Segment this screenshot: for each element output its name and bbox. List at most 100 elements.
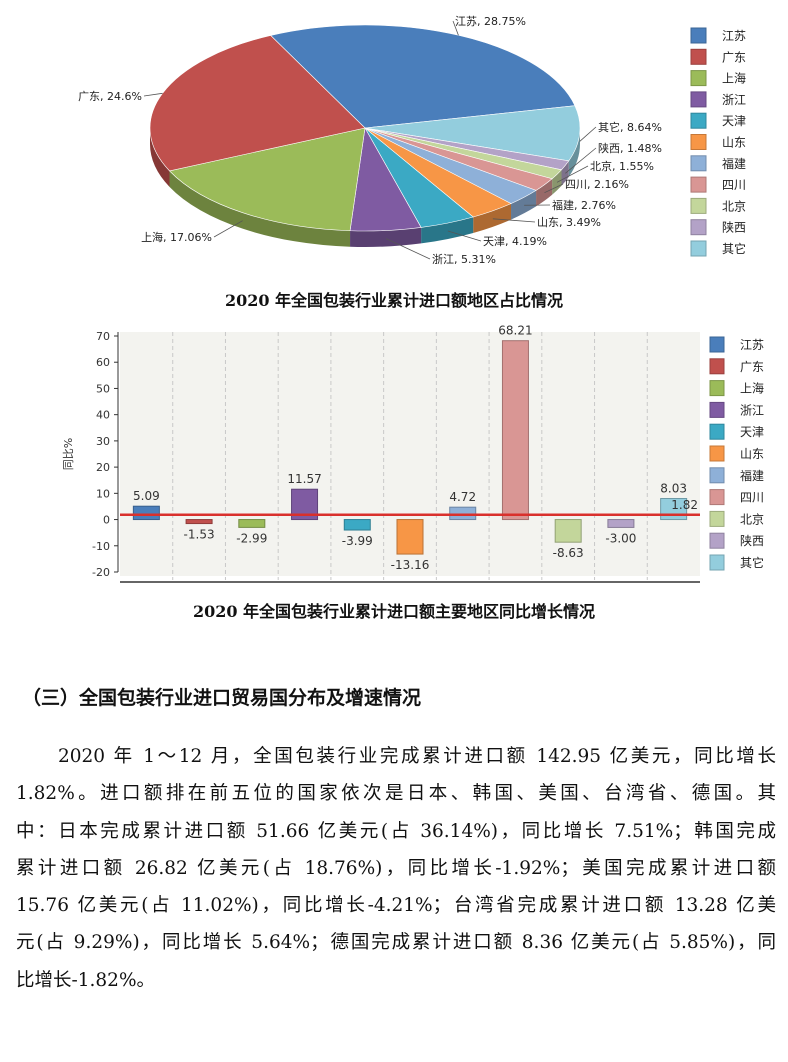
bar-chart: 70 60 50 40 30 20 10 0 -10 -20 同比% 5.09 -1.53 -2.99 11… — [62, 324, 764, 583]
legend-label: 四川 — [722, 178, 746, 192]
legend-swatch-四川 — [690, 176, 707, 193]
legend-swatch-四川 — [709, 489, 725, 506]
y-tick-label: -10 — [92, 540, 110, 553]
legend-swatch-其它 — [690, 240, 707, 257]
paragraph-line: 比增长-1.82%。 — [16, 969, 156, 991]
pie-slice-side — [421, 217, 474, 244]
pie-leader-line — [579, 126, 597, 142]
bar-福建 — [449, 506, 477, 521]
legend-label: 上海 — [740, 381, 764, 396]
legend-label: 北京 — [722, 199, 746, 213]
section-heading: （三）全国包装行业进口贸易国分布及增速情况 — [22, 687, 422, 709]
pie-data-label: 福建, 2.76% — [552, 198, 616, 212]
bar-value-label: -3.00 — [605, 531, 636, 545]
pie-leader-line — [447, 230, 482, 242]
bar-value-label: 68.21 — [498, 324, 532, 338]
legend-label: 广东 — [740, 360, 764, 374]
bar-value-label: 5.09 — [133, 489, 160, 503]
pie-leader-line — [565, 147, 597, 174]
bar-广东 — [185, 519, 213, 525]
pie-chart-title: 2020 年全国包装行业累计进口额地区占比情况 — [224, 291, 564, 310]
pie-chart: 江苏, 28.75% 其它, 8.64% 陕西, 1.48% 北京, 1.55% 四川,… — [78, 15, 746, 266]
bar-value-label: -3.99 — [342, 534, 373, 548]
legend-swatch-广东 — [690, 48, 707, 65]
pie-slice-side — [473, 203, 512, 234]
legend-swatch-山东 — [690, 134, 707, 150]
pie-slice-side — [568, 128, 580, 177]
legend-label: 天津 — [740, 425, 764, 439]
pie-data-label: 上海, 17.06% — [141, 230, 212, 244]
legend-label: 北京 — [740, 512, 764, 526]
bar-四川 — [501, 340, 529, 521]
pie-slice-江苏 — [270, 24, 576, 129]
pie-data-label: 陕西, 1.48% — [598, 141, 662, 155]
legend-label: 广东 — [722, 50, 746, 64]
pie-data-label: 天津, 4.19% — [483, 235, 547, 248]
legend-swatch-浙江 — [709, 401, 725, 418]
legend-label: 浙江 — [740, 403, 764, 417]
bar-value-label: 4.72 — [449, 490, 476, 504]
y-tick-label: 20 — [96, 461, 110, 474]
legend-label: 福建 — [722, 156, 746, 171]
bar-value-label: 8.03 — [660, 481, 687, 495]
legend-label: 江苏 — [740, 338, 764, 352]
bar-江苏 — [132, 505, 160, 521]
legend-label: 江苏 — [722, 29, 746, 43]
pie-leader-line — [556, 165, 589, 183]
legend-label: 上海 — [722, 71, 746, 86]
legend-swatch-天津 — [690, 112, 707, 129]
y-tick-label: 30 — [96, 435, 110, 448]
pie-data-label: 广东, 24.6% — [78, 90, 142, 103]
pie-leader-line — [213, 220, 243, 238]
paragraph-line: 2020 年 1～12 月，全国包装行业完成累计进口额 142.95 亿美元，同… — [58, 746, 776, 767]
pie-slice-side — [350, 227, 422, 247]
bar-上海 — [238, 519, 266, 528]
bar-value-label: -13.16 — [391, 558, 430, 572]
legend-label: 天津 — [722, 114, 746, 128]
legend-swatch-上海 — [690, 70, 707, 87]
pie-slice-side — [552, 169, 562, 195]
paragraph-line: 中：日本完成累计进口额 51.66 亿美元(占 36.14%)，同比增长 7.5… — [16, 820, 776, 842]
y-tick-label: 10 — [96, 487, 110, 500]
y-tick-label: 40 — [96, 409, 110, 422]
pie-leader-line — [385, 238, 431, 260]
legend-swatch-北京 — [709, 510, 725, 527]
pie-leader-line — [143, 92, 163, 97]
pie-slice-其它 — [364, 105, 581, 162]
pie-slice-side — [169, 170, 351, 247]
bar-天津 — [343, 519, 371, 531]
y-tick-label: 70 — [96, 330, 110, 343]
y-tick-label: 0 — [103, 514, 110, 527]
pie-leader-line — [452, 20, 459, 36]
pie-data-label: 四川, 2.16% — [565, 178, 629, 191]
legend-label: 其它 — [740, 555, 764, 570]
paragraph-line: 1.82%。进口额排在前五位的国家依次是日本、韩国、美国、台湾省、德国。其 — [16, 783, 776, 805]
pie-data-label: 北京, 1.55% — [590, 159, 654, 173]
legend-swatch-广东 — [709, 358, 725, 375]
bar-value-label: 11.57 — [287, 472, 321, 486]
pie-slice-side — [536, 178, 553, 207]
y-tick-label: 60 — [96, 356, 110, 369]
paragraph-line: 元(占 9.29%)，同比增长 5.64%；德国完成累计进口额 8.36 亿美元… — [16, 932, 776, 954]
pie-data-label: 浙江, 5.31% — [432, 253, 496, 266]
paragraph-line: 累计进口额 26.82 亿美元(占 18.76%)，同比增长-1.92%；美国完… — [16, 857, 776, 879]
legend-label: 其它 — [722, 241, 746, 256]
pie-slice-side — [511, 190, 537, 220]
reference-line-label: 1.82 — [671, 498, 698, 512]
legend-swatch-江苏 — [690, 27, 707, 44]
legend-label: 陕西 — [722, 220, 746, 235]
legend-swatch-福建 — [690, 155, 707, 172]
legend-swatch-浙江 — [690, 91, 707, 108]
bar-value-label: -1.53 — [184, 528, 215, 542]
pie-slice-side — [561, 160, 569, 186]
bar-value-label: -2.99 — [236, 531, 267, 545]
y-axis-label: 同比% — [62, 438, 75, 470]
pie-data-label: 江苏, 28.75% — [455, 15, 526, 28]
paragraph-line: 15.76 亿美元(占 11.02%)，同比增长-4.21%；台湾省完成累计进口… — [16, 895, 776, 917]
legend-label: 四川 — [740, 491, 764, 505]
legend-swatch-北京 — [690, 197, 707, 214]
legend-label: 福建 — [740, 468, 764, 483]
legend-swatch-陕西 — [690, 219, 707, 236]
y-tick-label: -20 — [92, 566, 110, 579]
